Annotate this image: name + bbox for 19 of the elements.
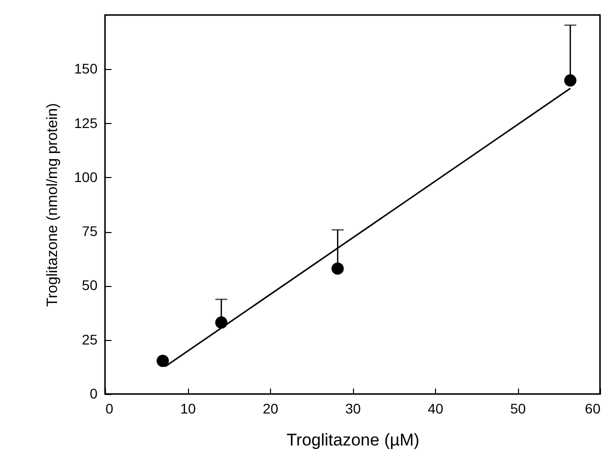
y-tick-label: 50 [82, 277, 98, 294]
y-tick-label: 125 [74, 114, 98, 131]
y-axis-title: Troglitazone (nmol/mg protein) [44, 103, 62, 307]
x-tick-label: 30 [345, 400, 361, 416]
x-tick-label: 40 [428, 400, 444, 416]
y-tick-label: 100 [74, 168, 98, 185]
x-tick-label: 50 [510, 400, 526, 416]
point [564, 74, 576, 87]
x-tick-label: 60 [584, 400, 601, 416]
x-tick-label: 20 [262, 400, 278, 416]
point [332, 262, 344, 275]
y-tick-label: 75 [82, 223, 98, 240]
y-tick-label: 25 [82, 331, 98, 348]
x-axis-title: Troglitazone (µM) [286, 430, 420, 450]
point [156, 354, 169, 367]
x-tick-label: 10 [180, 400, 196, 416]
y-tick-label: 0 [90, 386, 98, 402]
x-tick-label: 0 [106, 400, 114, 416]
y-tick-label: 150 [74, 60, 98, 77]
